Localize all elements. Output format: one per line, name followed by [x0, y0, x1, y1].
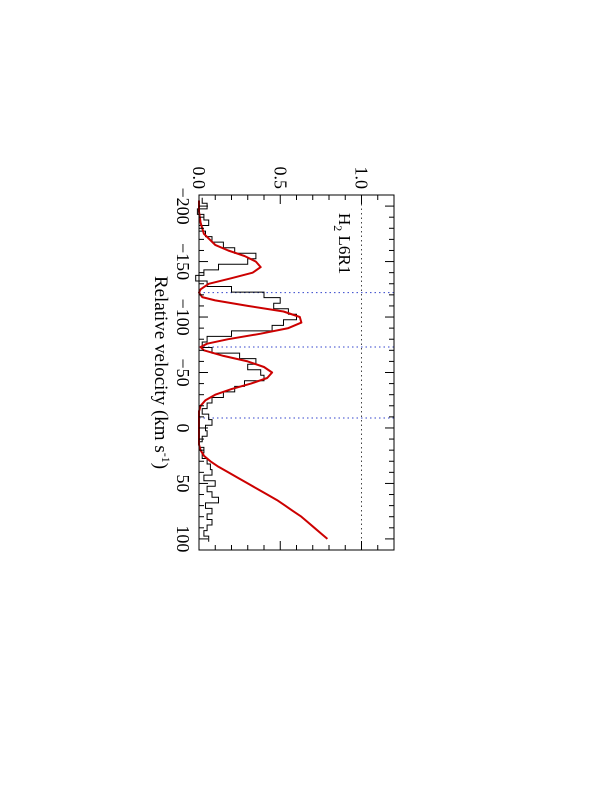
transition-label: H2 L6R1 — [331, 213, 354, 274]
x-tick-label: −200 — [173, 188, 193, 225]
observed-spectrum-histogram — [195, 197, 297, 542]
x-tick-label: −150 — [173, 243, 193, 280]
transition-label-sub: 2 — [331, 225, 345, 231]
y-axis-ticks: 0.0 0.5 1.0 — [189, 167, 379, 550]
x-tick-label: −50 — [173, 358, 193, 386]
transition-label-rest: L6R1 — [335, 231, 354, 274]
x-axis-label-close: ) — [150, 463, 171, 469]
x-axis-label-main: Relative velocity (km s — [150, 276, 171, 453]
x-tick-label: 0 — [173, 423, 193, 432]
x-tick-label: 50 — [173, 474, 193, 492]
y-tick-label: 0.5 — [270, 167, 290, 190]
reference-lines — [198, 195, 394, 550]
series-layer — [195, 197, 329, 542]
plot-frame — [198, 194, 395, 551]
x-tick-label: 100 — [173, 525, 193, 552]
x-tick-label: −100 — [173, 298, 193, 335]
x-axis-label: Relative velocity (km s-1) — [150, 276, 173, 469]
x-axis-ticks: −200 −150 −100 −50 0 50 100 — [173, 188, 394, 552]
y-tick-label: 0.0 — [189, 167, 209, 190]
x-axis-label-sup: -1 — [159, 453, 173, 463]
transition-label-base: H — [335, 213, 354, 225]
model-fit-line — [198, 200, 329, 540]
y-tick-label: 1.0 — [352, 167, 372, 190]
